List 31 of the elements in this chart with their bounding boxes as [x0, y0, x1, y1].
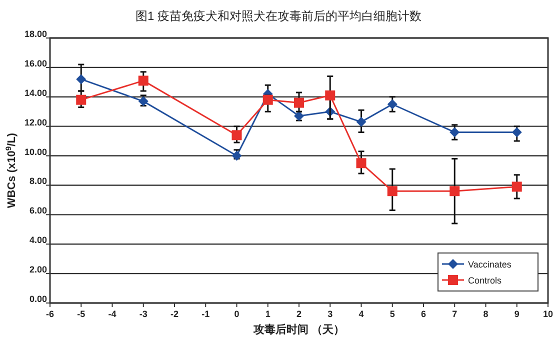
x-tick: 6 — [421, 309, 426, 319]
legend-label: Vaccinates — [468, 260, 512, 270]
x-tick: 9 — [514, 309, 520, 319]
y-tick: 14.00 — [24, 88, 47, 98]
x-tick: -5 — [77, 309, 86, 319]
x-tick: 7 — [452, 309, 458, 319]
x-tick: -2 — [170, 309, 178, 319]
title: 图1 疫苗免疫犬和对照犬在攻毒前后的平均白细胞计数 — [136, 9, 422, 23]
x-tick: 3 — [328, 309, 333, 319]
y-tick: 10.00 — [24, 146, 47, 157]
x-tick: 0 — [234, 309, 240, 319]
x-tick: -6 — [46, 309, 54, 319]
y-tick: 16.00 — [24, 58, 47, 68]
x-tick: 2 — [296, 309, 302, 319]
x-tick: -3 — [139, 309, 148, 319]
xlabel: 攻毒后时间 （天） — [253, 324, 345, 336]
y-tick: 0.00 — [29, 294, 47, 304]
y-tick: 12.00 — [24, 117, 47, 128]
x-tick: 1 — [265, 309, 270, 319]
x-tick: 4 — [358, 309, 364, 319]
x-tick: -4 — [108, 309, 116, 319]
y-tick: 6.00 — [29, 206, 47, 216]
legend-label: Controls — [468, 276, 502, 286]
y-tick: 4.00 — [29, 235, 47, 246]
y-tick: 2.00 — [29, 264, 47, 275]
x-tick: 10 — [543, 309, 553, 319]
y-tick: 18.00 — [24, 29, 47, 39]
x-tick: -1 — [202, 309, 210, 319]
y-tick: 8.00 — [29, 176, 47, 186]
x-tick: 5 — [390, 309, 395, 319]
x-tick: 8 — [483, 309, 488, 319]
